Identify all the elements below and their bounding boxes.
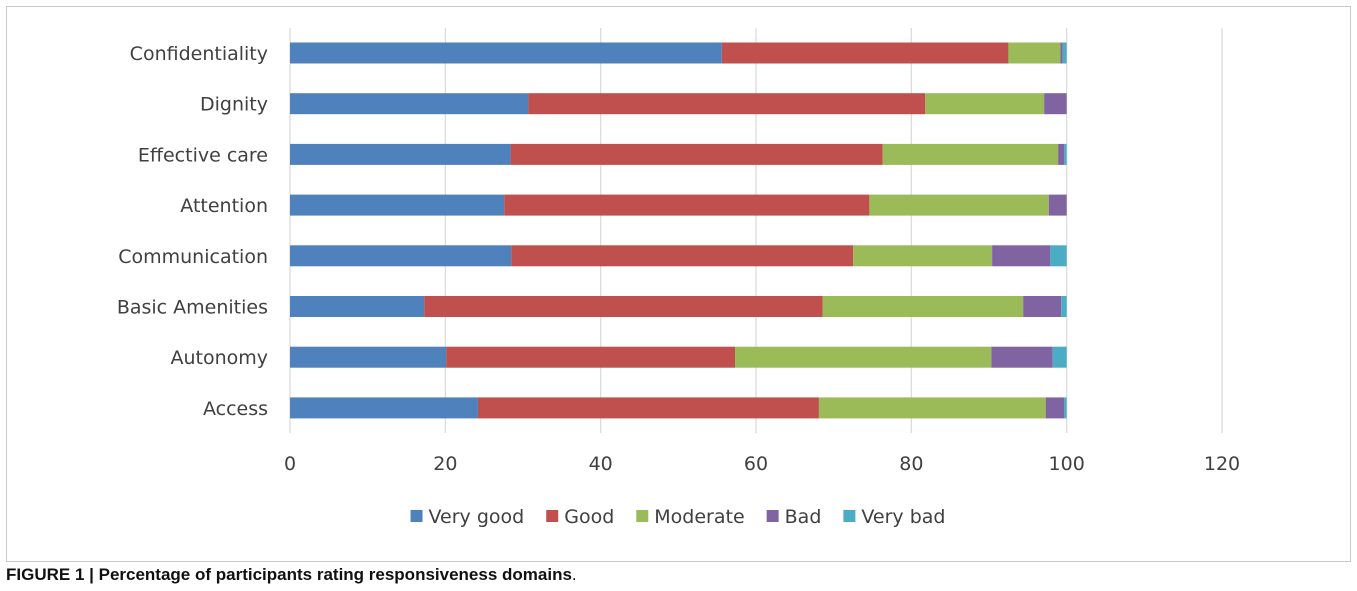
- bar-segment: [992, 245, 1051, 267]
- category-label: Dignity: [200, 94, 268, 116]
- legend-swatch: [546, 510, 559, 522]
- bar-segment: [1062, 42, 1067, 64]
- category-label: Effective care: [138, 144, 268, 166]
- bar-segment: [1052, 346, 1067, 368]
- x-tick-labels: 0 20 40 60 80 100 120: [284, 453, 1240, 475]
- bar-segment: [290, 93, 529, 115]
- category-label: Communication: [118, 246, 268, 268]
- legend-swatch: [636, 510, 649, 522]
- x-tick-label: 20: [433, 453, 457, 475]
- bar-segment: [290, 42, 722, 64]
- bar-segment: [528, 93, 926, 115]
- bar-segment: [925, 93, 1045, 115]
- bar-segment: [1064, 143, 1067, 165]
- legend-label: Good: [564, 506, 614, 528]
- bar-segment: [290, 397, 478, 419]
- bar-segment: [1045, 397, 1065, 419]
- legend: Very good Good Moderate Bad Very bad: [410, 506, 945, 528]
- legend-label: Very good: [429, 506, 525, 528]
- bar-segment: [1023, 296, 1062, 317]
- bar-segment: [822, 296, 1024, 317]
- bar-segment: [504, 194, 870, 216]
- caption-bold: FIGURE 1 | Percentage of participants ra…: [6, 565, 572, 584]
- legend-swatch: [766, 510, 779, 522]
- legend-label: Bad: [785, 506, 822, 528]
- figure-caption: FIGURE 1 | Percentage of participants ra…: [6, 565, 577, 585]
- legend-label: Moderate: [654, 506, 744, 528]
- bar-segment: [290, 296, 425, 317]
- legend-swatch: [410, 510, 423, 522]
- category-label: Autonomy: [170, 347, 268, 369]
- bar-segment: [721, 42, 1009, 64]
- x-tick-label: 80: [899, 453, 923, 475]
- bar-segment: [1058, 143, 1065, 165]
- bar-segment: [511, 245, 854, 267]
- bar-segment: [869, 194, 1049, 216]
- x-tick-label: 0: [284, 453, 296, 475]
- bar-segment: [477, 397, 819, 419]
- bar-segment: [735, 346, 992, 368]
- x-tick-label: 120: [1204, 453, 1240, 475]
- legend-swatch: [843, 510, 856, 522]
- bar-segment: [1064, 397, 1067, 419]
- bar-segment: [510, 143, 883, 165]
- category-label: Access: [203, 398, 268, 420]
- x-tick-label: 40: [589, 453, 613, 475]
- bar-segment: [1008, 42, 1061, 64]
- x-tick-label: 60: [744, 453, 768, 475]
- category-labels: Confidentiality Dignity Effective care Atte…: [117, 43, 268, 420]
- caption-tail: .: [571, 565, 577, 584]
- bar-segment: [1048, 194, 1067, 216]
- bar-segment: [991, 346, 1053, 368]
- category-label: Confidentiality: [130, 43, 268, 65]
- bar-segment: [1061, 296, 1067, 317]
- bar-segment: [882, 143, 1059, 165]
- bar-segment: [1044, 93, 1067, 115]
- bars: [290, 42, 1067, 419]
- bar-segment: [290, 194, 505, 216]
- bar-segment: [424, 296, 823, 317]
- stacked-bar-chart: Confidentiality Dignity Effective care Atte…: [117, 28, 1240, 528]
- bar-segment: [290, 346, 447, 368]
- gridlines: [289, 28, 1223, 433]
- legend-label: Very bad: [861, 506, 945, 528]
- bar-segment: [290, 245, 512, 267]
- category-label: Attention: [180, 195, 268, 217]
- bar-segment: [1060, 42, 1063, 64]
- bar-segment: [853, 245, 993, 267]
- bar-segment: [446, 346, 736, 368]
- category-label: Basic Amenities: [117, 297, 268, 319]
- x-tick-label: 100: [1049, 453, 1085, 475]
- bar-segment: [1050, 245, 1067, 267]
- bar-segment: [818, 397, 1046, 419]
- bar-segment: [290, 143, 511, 165]
